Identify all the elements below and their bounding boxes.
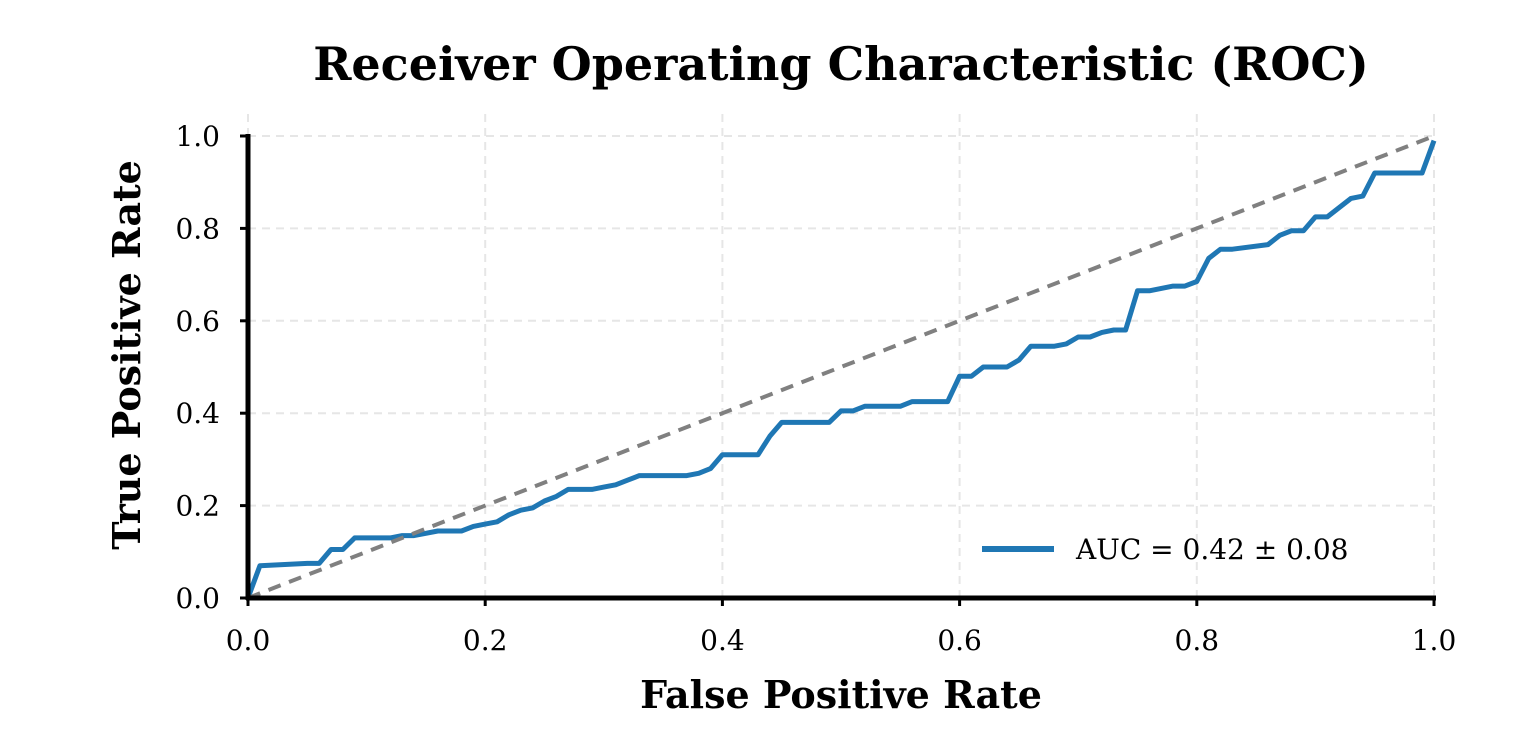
chart-title: Receiver Operating Characteristic (ROC) bbox=[313, 37, 1369, 91]
series-layer bbox=[245, 134, 1437, 600]
y-tick-label: 0.8 bbox=[175, 212, 220, 245]
y-axis-label: True Positive Rate bbox=[104, 160, 149, 550]
legend-label: AUC = 0.42 ± 0.08 bbox=[1075, 533, 1348, 566]
x-tick-label: 0.0 bbox=[226, 624, 271, 657]
y-tick-label: 0.0 bbox=[175, 582, 220, 615]
chance-diagonal-line bbox=[247, 134, 1435, 600]
axes bbox=[245, 134, 1436, 601]
legend: AUC = 0.42 ± 0.08 bbox=[982, 533, 1348, 566]
y-tick-label: 0.2 bbox=[175, 490, 220, 523]
roc-curve-line bbox=[245, 139, 1437, 599]
tick-labels: 0.0 0.2 0.4 0.6 0.8 1.0 0.0 0.2 0.4 0.6 0.8 1.0 bbox=[175, 120, 1456, 657]
x-tick-label: 0.8 bbox=[1175, 624, 1220, 657]
x-tick-label: 1.0 bbox=[1412, 624, 1457, 657]
y-tick-label: 0.6 bbox=[175, 305, 220, 338]
x-tick-label: 0.4 bbox=[700, 624, 745, 657]
y-tick-label: 1.0 bbox=[175, 120, 220, 153]
y-tick-label: 0.4 bbox=[175, 397, 220, 430]
x-tick-label: 0.6 bbox=[937, 624, 982, 657]
x-axis-label: False Positive Rate bbox=[640, 672, 1042, 717]
grid bbox=[247, 114, 1435, 599]
x-tick-label: 0.2 bbox=[463, 624, 508, 657]
